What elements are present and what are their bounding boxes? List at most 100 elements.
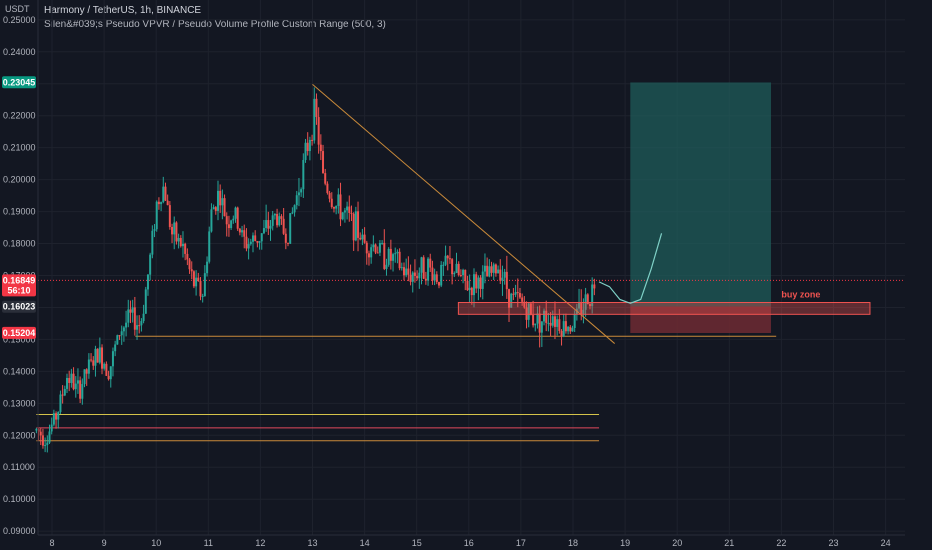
candle-body <box>488 266 491 277</box>
candle-body <box>562 321 565 337</box>
horizontal-levels <box>36 279 905 442</box>
candle-body <box>409 274 412 282</box>
candle-body <box>74 383 77 390</box>
candle-body <box>324 173 327 184</box>
y-tick-label: 0.11000 <box>3 462 35 472</box>
candle-body <box>289 213 292 244</box>
candle-body <box>543 310 546 322</box>
candle-body <box>475 274 478 289</box>
target-zone <box>630 82 771 307</box>
candle-body <box>127 309 130 323</box>
candle-body <box>569 326 572 332</box>
candle-body <box>68 377 71 383</box>
candle-body <box>586 294 589 305</box>
candle-body <box>477 277 480 289</box>
y-tick-label: 0.20000 <box>3 175 36 185</box>
candle-body <box>335 205 338 209</box>
candle-body <box>262 228 265 234</box>
candle-body <box>494 264 497 274</box>
candle-body <box>184 243 187 254</box>
candle-body <box>551 316 554 326</box>
y-tick-label: 0.21000 <box>3 143 36 153</box>
candle-body <box>155 201 158 230</box>
candle-body <box>473 274 476 296</box>
candle-body <box>457 263 460 276</box>
candle-body <box>326 183 329 193</box>
candle-body <box>230 220 233 229</box>
candle-body <box>149 254 152 275</box>
candle-body <box>567 326 570 332</box>
candle-body <box>114 344 117 352</box>
candle-body <box>190 269 193 272</box>
y-tick-label: 0.18000 <box>3 239 36 249</box>
x-tick-label: 19 <box>620 538 630 548</box>
candle-body <box>109 366 112 380</box>
candle-body <box>440 264 443 286</box>
x-tick-label: 8 <box>49 538 54 548</box>
candle-body <box>332 207 335 209</box>
indicator-label: Silen&#039;s Pseudo VPVR / Pseudo Volume… <box>44 19 386 30</box>
candle-body <box>468 287 471 291</box>
candle-body <box>118 335 121 337</box>
candle-body <box>101 347 104 369</box>
candle-body <box>503 271 506 278</box>
candle-body <box>354 211 357 241</box>
candle-body <box>70 373 73 383</box>
candle-body <box>337 194 340 206</box>
x-tick-label: 22 <box>776 538 786 548</box>
candle-body <box>444 255 447 265</box>
y-tick-label: 0.12000 <box>3 430 36 440</box>
candle-body <box>582 309 585 315</box>
candle-body <box>199 280 202 297</box>
candle-body <box>162 186 165 203</box>
candle-body <box>175 222 178 242</box>
candle-body <box>547 322 550 324</box>
candle-body <box>168 205 171 227</box>
candle-body <box>396 251 399 254</box>
candle-body <box>153 229 156 231</box>
x-tick-label: 13 <box>307 538 317 548</box>
candle-body <box>429 258 432 268</box>
candle-body <box>532 314 535 326</box>
candle-body <box>479 277 482 289</box>
candle-body <box>98 347 101 363</box>
candle-body <box>361 234 364 240</box>
candle-body <box>374 244 377 253</box>
candle-body <box>203 273 206 297</box>
candle-body <box>210 209 213 232</box>
candle-body <box>103 363 106 369</box>
candle-body <box>516 292 519 294</box>
grid <box>38 0 905 535</box>
candle-body <box>330 198 333 208</box>
candle-body <box>157 201 160 205</box>
candle-body <box>367 253 370 258</box>
buy-zone-rect <box>457 301 871 315</box>
candle-body <box>225 216 228 225</box>
candle-body <box>383 242 386 269</box>
y-tick-label: 0.13000 <box>3 398 36 408</box>
candle-body <box>508 289 511 308</box>
candle-body <box>144 289 147 314</box>
candle-body <box>116 335 119 345</box>
candle-body <box>61 394 64 396</box>
candle-body <box>129 309 132 313</box>
candle-body <box>295 195 298 206</box>
candle-body <box>57 411 60 420</box>
candle-body <box>195 277 198 287</box>
candle-body <box>510 293 513 308</box>
candle-body <box>120 331 123 336</box>
candle-body <box>186 253 189 260</box>
drawings: buy zone <box>312 83 871 344</box>
candle-body <box>381 242 384 244</box>
candle-body <box>236 207 239 229</box>
candle-body <box>252 235 255 242</box>
candle-body <box>376 252 379 254</box>
x-tick-label: 24 <box>881 538 891 548</box>
candle-body <box>486 265 489 277</box>
candle-body <box>232 218 235 221</box>
trendline <box>312 83 616 344</box>
candle-body <box>505 271 508 290</box>
candle-body <box>276 214 279 226</box>
y-tick-label: 0.24000 <box>3 47 36 57</box>
